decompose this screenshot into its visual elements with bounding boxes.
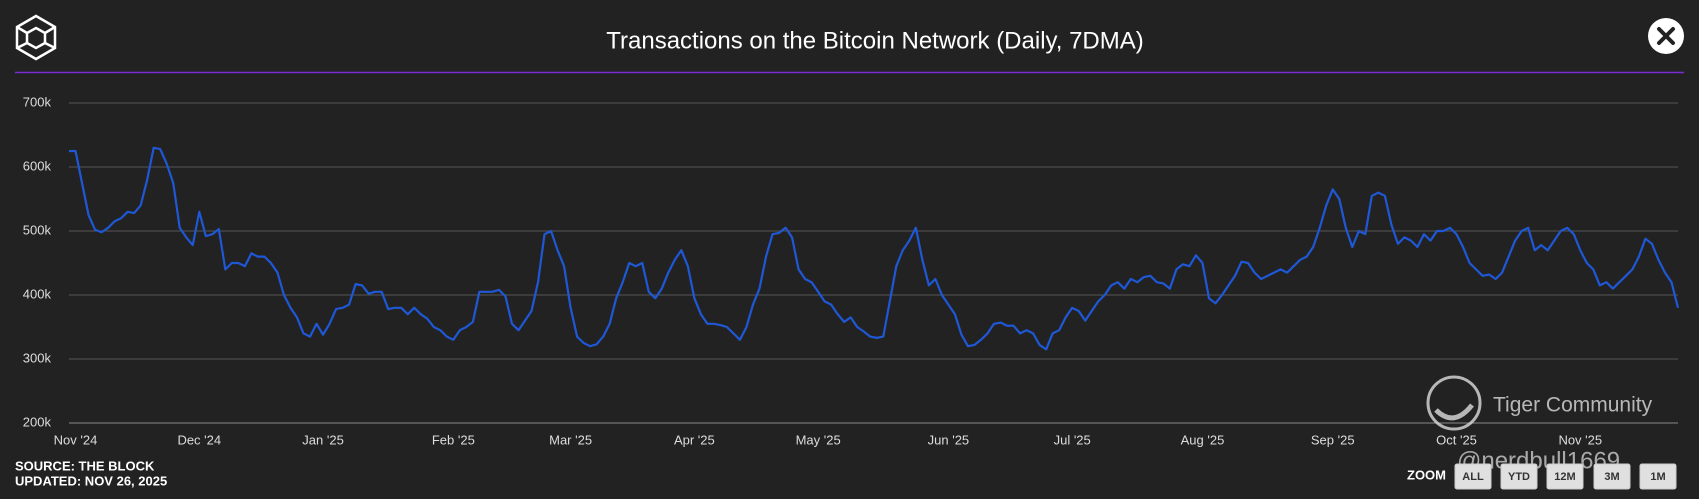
x-tick-label: Oct '25 <box>1436 432 1477 447</box>
source: SOURCE: THE BLOCK <box>15 458 155 473</box>
x-tick-label: Mar '25 <box>549 432 592 447</box>
zoom-button[interactable] <box>1500 463 1538 490</box>
y-tick-label: 700k <box>23 94 52 109</box>
x-tick-label: Jul '25 <box>1054 432 1091 447</box>
watermark-text: Tiger Community <box>1493 394 1653 417</box>
x-tick-label: Nov '24 <box>54 432 98 447</box>
updated: UPDATED: NOV 26, 2025 <box>15 473 167 488</box>
zoom-button-label[interactable]: ALL <box>1462 471 1484 483</box>
x-tick-label: Feb '25 <box>432 432 475 447</box>
y-tick-label: 500k <box>23 222 52 237</box>
zoom-button-label[interactable]: 12M <box>1554 471 1575 483</box>
x-tick-label: May '25 <box>796 432 841 447</box>
x-tick-label: Apr '25 <box>674 432 715 447</box>
x-tick-label: Nov '25 <box>1558 432 1602 447</box>
logo <box>15 14 57 61</box>
zoom-button-label[interactable]: 3M <box>1604 471 1619 483</box>
x-tick-label: Jan '25 <box>302 432 344 447</box>
x-tick-label: Dec '24 <box>177 432 221 447</box>
zoom-button-label[interactable]: 1M <box>1650 471 1665 483</box>
chart-title: Transactions on the Bitcoin Network (Dai… <box>606 27 1144 54</box>
zoom-button[interactable] <box>1639 463 1677 490</box>
y-tick-label: 200k <box>23 414 52 429</box>
x-tick-label: Aug '25 <box>1181 432 1225 447</box>
y-tick-label: 400k <box>23 286 52 301</box>
zoom-label: ZOOM <box>1407 467 1446 482</box>
plot-area: 200k 300k 400k 500k 600k 700k Nov '24 Dec '24 Ja… <box>23 94 1680 447</box>
y-tick-label: 600k <box>23 158 52 173</box>
zoom-button[interactable] <box>1546 463 1584 490</box>
zoom-button-label[interactable]: YTD <box>1508 471 1530 483</box>
x-tick-label: Sep '25 <box>1311 432 1355 447</box>
y-tick-label: 300k <box>23 350 52 365</box>
zoom-button[interactable] <box>1593 463 1631 490</box>
close-button[interactable] <box>1648 18 1684 54</box>
x-tick-label: Jun '25 <box>928 432 970 447</box>
zoom-buttons: ALL YTD 12M 3M 1M <box>1454 463 1677 490</box>
series-line <box>69 146 1680 351</box>
zoom-button[interactable] <box>1454 463 1492 490</box>
